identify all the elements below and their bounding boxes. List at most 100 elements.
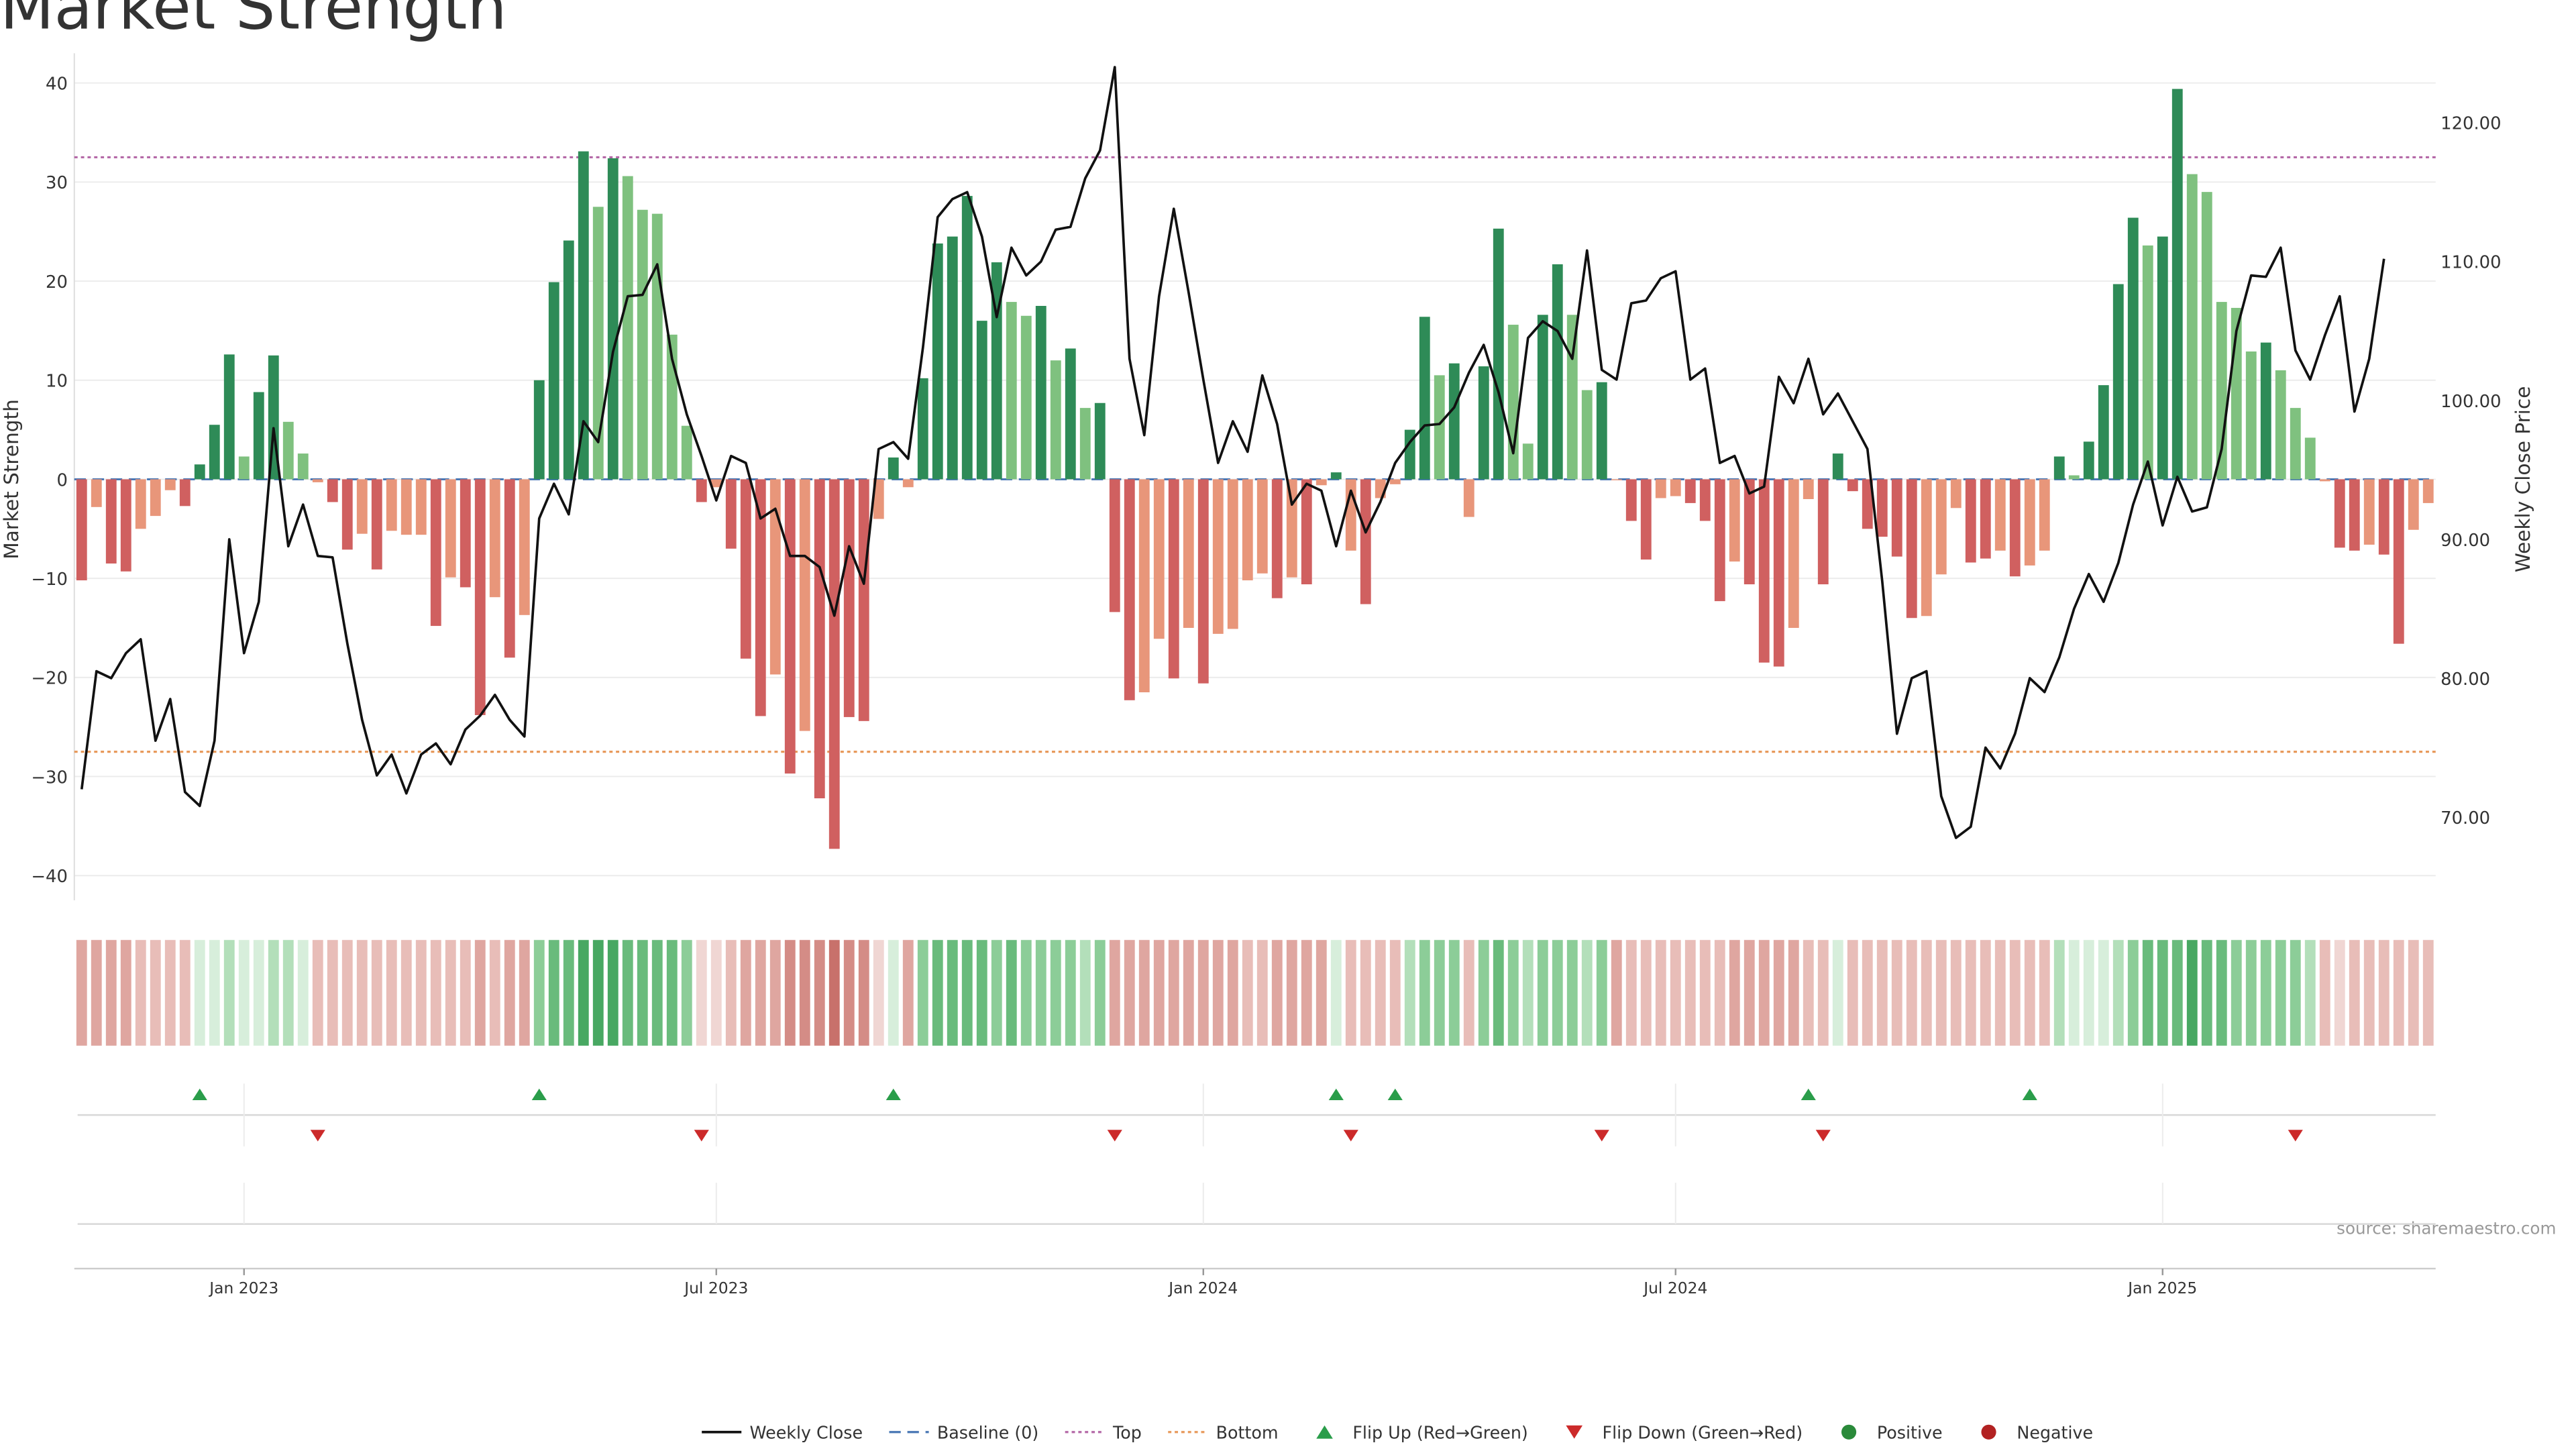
strength-bar — [858, 479, 869, 721]
heat-cell — [2319, 940, 2330, 1046]
x-tick-label: Jul 2024 — [1642, 1279, 1707, 1297]
heat-cell — [1758, 940, 1770, 1046]
heat-cell — [1256, 940, 1268, 1046]
strength-bar — [164, 479, 176, 490]
strength-bar — [991, 262, 1002, 480]
x-tick-label: Jul 2023 — [683, 1279, 748, 1297]
heat-cell — [1581, 940, 1593, 1046]
strength-bar — [548, 282, 559, 480]
heat-cell — [164, 940, 176, 1046]
heat-cell — [2186, 940, 2198, 1046]
strength-bar — [386, 479, 397, 531]
legend-swatch — [1981, 1424, 1996, 1440]
heat-cell — [843, 940, 855, 1046]
strength-bar — [1684, 479, 1696, 503]
heat-cell — [814, 940, 825, 1046]
strength-bar — [1743, 479, 1755, 585]
heat-cell — [769, 940, 781, 1046]
heat-cell — [209, 940, 220, 1046]
flip-down-marker — [1343, 1130, 1358, 1142]
strength-bar — [1773, 479, 1784, 667]
heat-cell — [1434, 940, 1445, 1046]
strength-bar — [194, 464, 205, 480]
strength-bar — [740, 479, 751, 659]
strength-bar — [843, 479, 855, 717]
strength-bar — [341, 479, 353, 550]
flip-up-marker — [531, 1088, 547, 1100]
strength-bar — [2260, 342, 2271, 480]
heat-cell — [2157, 940, 2168, 1046]
flip-up-marker — [1801, 1088, 1816, 1100]
strength-bar — [622, 176, 633, 480]
heat-cell — [2009, 940, 2021, 1046]
heat-cell — [1006, 940, 1017, 1046]
strength-bar — [932, 243, 943, 480]
heat-cell — [1699, 940, 1711, 1046]
heat-cell — [651, 940, 663, 1046]
strength-bar — [1611, 479, 1622, 480]
strength-bar — [1537, 315, 1548, 480]
heat-cell — [135, 940, 146, 1046]
heat-cell — [932, 940, 943, 1046]
strength-bar — [2378, 479, 2390, 555]
flip-up-marker — [885, 1088, 901, 1100]
strength-bar — [1227, 479, 1238, 629]
heat-cell — [2142, 940, 2153, 1046]
x-tick-label: Jan 2025 — [2127, 1279, 2197, 1297]
legend-swatch — [1566, 1425, 1583, 1439]
strength-bar — [2083, 441, 2094, 480]
heat-cell — [1817, 940, 1829, 1046]
strength-bar — [1906, 479, 1917, 619]
strength-bar — [947, 236, 958, 480]
strength-bar — [563, 240, 574, 480]
heat-cell — [460, 940, 471, 1046]
strength-heatmap-strip — [76, 940, 2434, 1046]
heat-cell — [1212, 940, 1224, 1046]
strength-bar — [651, 213, 663, 480]
strength-bar — [917, 378, 928, 480]
strength-bar — [1670, 479, 1681, 496]
strength-bar — [1035, 306, 1046, 480]
legend-item-weekly-close: Weekly Close — [702, 1423, 863, 1443]
legend-item-baseline: Baseline (0) — [889, 1423, 1038, 1443]
heat-cell — [1640, 940, 1652, 1046]
legend-swatch — [1316, 1425, 1333, 1439]
strength-bar — [1183, 479, 1194, 628]
heat-cell — [696, 940, 707, 1046]
heat-cell — [2171, 940, 2183, 1046]
heat-cell — [223, 940, 235, 1046]
strength-bar — [2171, 89, 2183, 480]
strength-bar — [1316, 479, 1327, 486]
heat-cell — [1035, 940, 1046, 1046]
heat-cell — [1994, 940, 2006, 1046]
heat-cell — [1493, 940, 1504, 1046]
heat-cell — [2349, 940, 2360, 1046]
left-axis-label: Market Strength — [0, 399, 23, 559]
left-y-ticks: 40 30 20 10 0 −10 −20 −30 −40 — [31, 74, 68, 888]
heat-cell — [179, 940, 191, 1046]
strength-bar — [637, 209, 648, 480]
strength-bar — [1552, 264, 1563, 480]
heat-cell — [755, 940, 766, 1046]
heat-cell — [1242, 940, 1253, 1046]
reference-lines — [74, 156, 2436, 753]
heat-cell — [1404, 940, 1415, 1046]
heat-cell — [371, 940, 382, 1046]
heat-cell — [991, 940, 1002, 1046]
heat-cell — [2068, 940, 2080, 1046]
heat-cell — [194, 940, 205, 1046]
strength-bar — [1876, 479, 1888, 537]
strength-bar — [179, 479, 191, 506]
heat-cell — [489, 940, 500, 1046]
legend-item-bottom: Bottom — [1168, 1423, 1279, 1443]
strength-bar — [1507, 325, 1519, 480]
heat-cell — [1183, 940, 1194, 1046]
heat-cell — [76, 940, 87, 1046]
heat-cell — [1847, 940, 1858, 1046]
heat-cell — [947, 940, 958, 1046]
strength-bar — [769, 479, 781, 675]
right-tick-label: 120.00 — [2440, 114, 2501, 134]
legend-label: Flip Up (Red→Green) — [1352, 1423, 1527, 1443]
strength-bar — [533, 380, 545, 480]
heat-cell — [312, 940, 323, 1046]
